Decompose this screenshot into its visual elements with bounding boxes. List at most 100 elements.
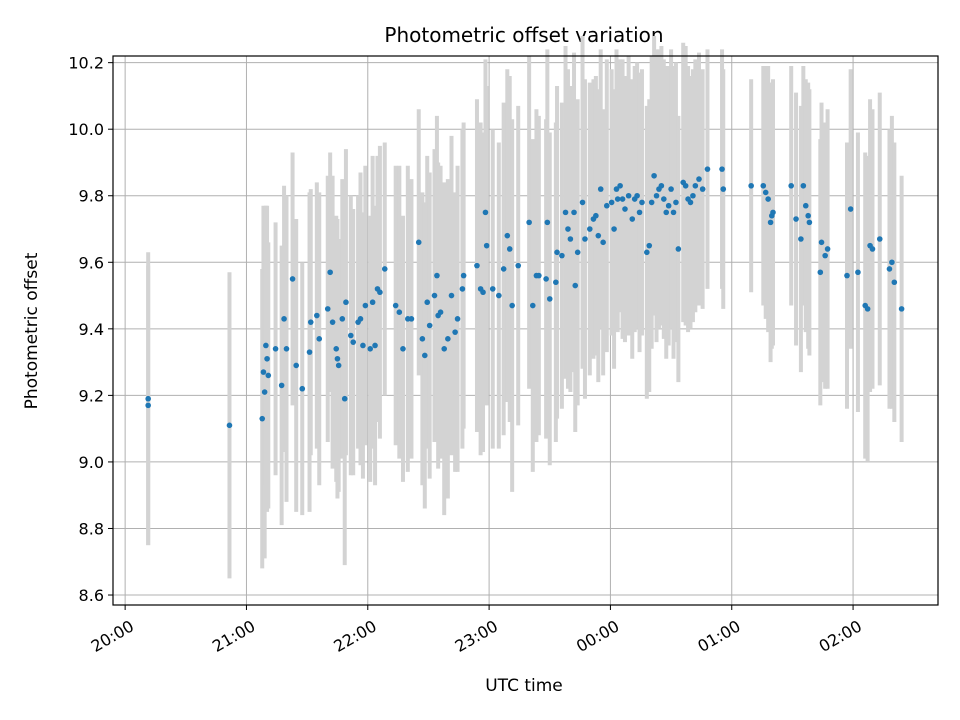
data-point: [648, 199, 655, 206]
data-point: [369, 299, 376, 306]
data-point: [629, 216, 636, 222]
data-point: [396, 309, 403, 316]
data-point: [613, 186, 620, 192]
data-point: [260, 369, 267, 375]
grid-lines: [113, 56, 938, 605]
data-point: [760, 182, 767, 189]
data-point: [767, 219, 774, 226]
data-point: [802, 202, 809, 209]
y-tick-label: 9.8: [79, 187, 104, 206]
data-point: [509, 302, 515, 309]
data-point: [675, 246, 682, 252]
data-point: [347, 332, 354, 339]
data-point: [658, 182, 665, 189]
data-point: [597, 186, 604, 192]
data-point: [611, 226, 617, 232]
data-point: [898, 306, 905, 312]
data-point: [720, 186, 727, 192]
data-point: [651, 172, 657, 179]
data-point: [327, 269, 333, 276]
y-axis-title: Photometric offset: [22, 252, 42, 409]
data-point: [264, 355, 270, 362]
data-point: [381, 266, 388, 272]
y-tick-label: 9.2: [79, 386, 104, 405]
data-point: [329, 319, 336, 325]
data-point: [663, 209, 670, 216]
y-tick-label: 9.6: [79, 253, 104, 272]
y-axis-ticks: 8.6 8.8 9.0 9.2 9.4 9.6 9.8 10.0 10.2: [68, 54, 113, 605]
data-point: [335, 362, 342, 369]
data-point: [360, 342, 366, 349]
plot-frame: [112, 55, 939, 606]
data-point: [546, 296, 553, 302]
data-point: [798, 236, 804, 242]
data-point: [579, 199, 586, 206]
data-point: [554, 249, 560, 256]
data-point: [226, 422, 233, 429]
data-point: [593, 212, 599, 219]
data-point: [289, 276, 296, 282]
data-point: [748, 182, 754, 189]
data-point: [704, 166, 711, 172]
data-point: [544, 219, 551, 226]
data-point: [805, 212, 811, 219]
data-point: [278, 382, 285, 389]
data-point: [636, 209, 643, 216]
data-point: [572, 282, 579, 289]
data-point: [483, 242, 490, 249]
data-point: [891, 279, 898, 286]
data-point: [454, 316, 461, 322]
data-point: [441, 346, 448, 352]
data-point: [818, 239, 825, 246]
data-point: [426, 322, 433, 329]
data-point: [644, 249, 650, 256]
data-point: [661, 196, 667, 202]
data-point: [307, 319, 314, 325]
data-point: [145, 402, 151, 409]
data-point: [668, 186, 674, 192]
data-point: [259, 415, 266, 422]
data-point: [357, 316, 364, 322]
data-point: [824, 246, 831, 252]
chart-title: Photometric offset variation: [384, 23, 663, 47]
data-point: [372, 342, 378, 349]
data-point: [617, 182, 623, 189]
data-point: [415, 239, 422, 246]
data-point: [419, 336, 426, 342]
data-point: [145, 395, 151, 402]
data-point: [367, 346, 374, 352]
data-point: [434, 272, 440, 279]
data-point: [422, 352, 428, 359]
x-axis-title: UTC time: [485, 676, 563, 696]
data-points: [145, 166, 905, 429]
y-tick-label: 10.2: [68, 54, 104, 73]
data-point: [452, 329, 458, 335]
data-point: [847, 206, 854, 212]
data-point: [625, 192, 632, 199]
data-point: [565, 226, 571, 232]
data-point: [316, 336, 323, 342]
data-point: [762, 189, 769, 196]
data-point: [603, 202, 610, 209]
data-point: [293, 362, 299, 369]
data-point: [482, 209, 489, 216]
data-point: [571, 209, 577, 216]
data-point: [574, 249, 581, 256]
data-point: [377, 289, 383, 296]
data-point: [448, 292, 455, 299]
data-point: [817, 269, 824, 276]
data-point: [553, 279, 559, 286]
data-point: [339, 316, 346, 322]
data-point: [489, 286, 496, 292]
data-point: [822, 252, 828, 259]
data-point: [595, 232, 602, 239]
data-point: [806, 219, 813, 226]
data-point: [692, 182, 699, 189]
data-point: [445, 336, 451, 342]
data-point: [408, 316, 415, 322]
data-point: [770, 209, 776, 216]
data-point: [400, 346, 406, 352]
data-point: [889, 259, 895, 266]
data-point: [392, 302, 399, 309]
data-point: [687, 199, 694, 206]
